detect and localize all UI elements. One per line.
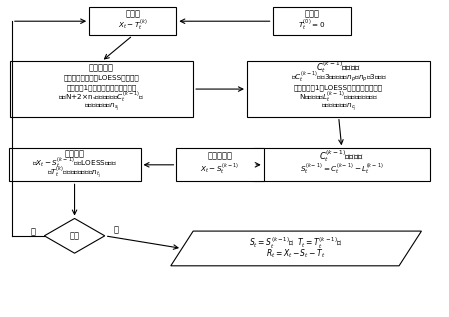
Text: 为（N+2×nₛ）的时间序列$C_t^{(k-1)}$；: 为（N+2×nₛ）的时间序列$C_t^{(k-1)}$； (58, 90, 145, 105)
Text: 需确定平滑参数$n_{c_j}$: 需确定平滑参数$n_{c_j}$ (321, 102, 357, 113)
Text: $X_t - T_t^{(k)}$: $X_t - T_t^{(k)}$ (118, 18, 148, 33)
Text: $C_t^{(k-1)}$低通滤波: $C_t^{(k-1)}$低通滤波 (317, 60, 361, 75)
Text: 季节项去除: 季节项去除 (207, 152, 233, 161)
Text: $T_t^{(0)}=0$: $T_t^{(0)}=0$ (298, 18, 326, 33)
Bar (176, 148, 264, 181)
Text: $C_t^{(k-1)}$趋势去除: $C_t^{(k-1)}$趋势去除 (320, 148, 364, 164)
Text: $R_t=X_t - S_t - T_t$: $R_t=X_t - S_t - T_t$ (266, 248, 326, 260)
Text: N的时间序列$L_t^{(k-1)}$，去除周期性差异；: N的时间序列$L_t^{(k-1)}$，去除周期性差异； (299, 90, 379, 105)
Text: 对各个子序列进行LOESS过程，前: 对各个子序列进行LOESS过程，前 (63, 74, 139, 81)
Text: 到$T_t^{(k)}$；需确定平滑参数$n_{t_j}$: 到$T_t^{(k)}$；需确定平滑参数$n_{t_j}$ (48, 165, 102, 181)
Text: $X_t - S_t^{(k-1)}$: $X_t - S_t^{(k-1)}$ (200, 162, 240, 177)
Text: $S_t=S_t^{(k-1)}$；  $T_t=T_t^{(k-1)}$；: $S_t=S_t^{(k-1)}$； $T_t=T_t^{(k-1)}$； (250, 235, 343, 251)
Text: 对$X_t - S_t^{(k-1)}$进行LOESS过程得: 对$X_t - S_t^{(k-1)}$进行LOESS过程得 (32, 156, 117, 171)
Text: 收敛: 收敛 (70, 231, 79, 240)
Bar (273, 7, 351, 36)
Text: 趋势平滑: 趋势平滑 (65, 149, 84, 158)
Text: $S_t^{(k-1)}=C_t^{(k-1)}-L_t^{(k-1)}$: $S_t^{(k-1)}=C_t^{(k-1)}-L_t^{(k-1)}$ (300, 162, 384, 177)
Bar (247, 61, 431, 117)
Text: 平均，进行1次LOESS过程，得到长度为: 平均，进行1次LOESS过程，得到长度为 (294, 84, 383, 91)
Text: 否: 否 (31, 228, 35, 236)
Bar (9, 61, 193, 117)
Text: 子序列平滑: 子序列平滑 (89, 63, 114, 72)
Bar (9, 148, 141, 181)
Text: 是: 是 (114, 226, 119, 235)
Text: 需确定平滑参数$n_{s_j}$: 需确定平滑参数$n_{s_j}$ (84, 102, 119, 113)
Bar (89, 7, 176, 36)
Polygon shape (171, 231, 422, 266)
Text: 对$C_t^{(k-1)}$进行3次长度分别$n_p$、$n_p$、3的滑动: 对$C_t^{(k-1)}$进行3次长度分别$n_p$、$n_p$、3的滑动 (291, 70, 387, 85)
Text: 后各延展1个时间点，组合得到长度: 后各延展1个时间点，组合得到长度 (66, 84, 136, 91)
Bar (253, 148, 430, 181)
Text: 去趋势: 去趋势 (125, 9, 140, 18)
Text: 赋初值: 赋初值 (304, 9, 319, 18)
Polygon shape (44, 218, 105, 253)
